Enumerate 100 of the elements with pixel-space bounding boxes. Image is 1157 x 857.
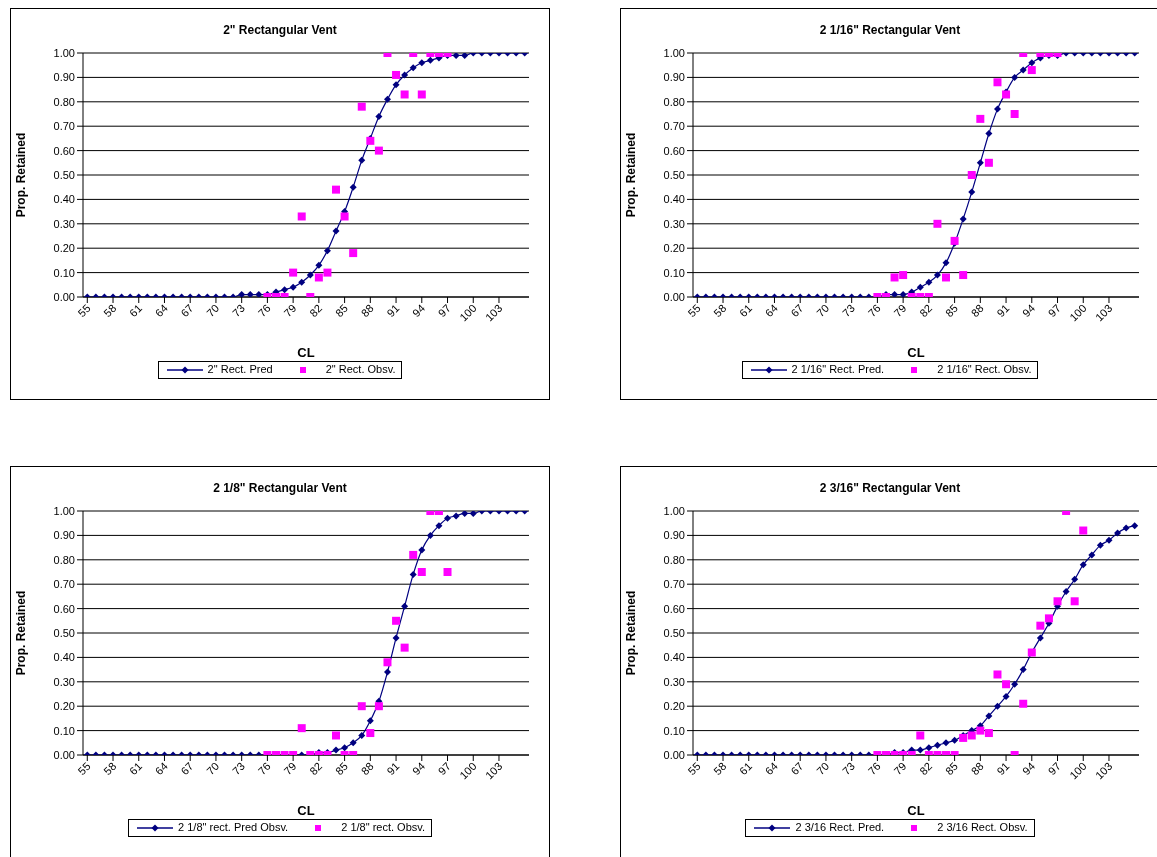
y-tick-label: 1.00 <box>53 46 75 59</box>
y-tick-label: 0.30 <box>663 217 685 230</box>
x-tick-label: 76 <box>865 759 883 778</box>
y-tick-label: 0.20 <box>663 700 685 713</box>
point <box>1010 110 1019 118</box>
x-tick-label: 67 <box>178 301 196 320</box>
x-tick-label: 55 <box>75 759 93 778</box>
point <box>959 215 967 223</box>
point <box>281 286 289 294</box>
point <box>297 724 306 733</box>
point <box>366 729 375 738</box>
x-tick-label: 97 <box>1045 301 1063 320</box>
legend-label: 2 3/16 Rect. Obsv. <box>936 821 1028 835</box>
chart-title: 2 1/8" Rectangular Vent <box>212 481 348 495</box>
point <box>976 114 985 123</box>
x-tick-label: 91 <box>994 301 1012 320</box>
point <box>332 746 340 754</box>
point <box>401 71 409 79</box>
point <box>314 273 323 282</box>
point <box>461 53 469 59</box>
x-tick-label: 73 <box>839 301 858 320</box>
point <box>358 731 366 739</box>
point <box>993 702 1001 710</box>
point <box>933 219 942 228</box>
x-tick-label: 97 <box>1045 759 1063 778</box>
chart-title: 2" Rectangular Vent <box>222 23 338 37</box>
point <box>933 741 941 749</box>
y-tick-label: 0.00 <box>663 290 685 303</box>
y-tick-label: 1.00 <box>663 46 685 59</box>
point <box>409 570 417 578</box>
x-tick-label: 76 <box>865 301 883 320</box>
y-tick-label: 0.80 <box>53 95 75 108</box>
x-axis-title: CL <box>907 803 925 818</box>
point <box>383 658 392 667</box>
point <box>297 212 306 221</box>
x-tick-label: 88 <box>358 301 376 320</box>
point <box>1019 699 1028 708</box>
y-axis-title: Prop. Retained <box>14 132 29 218</box>
point <box>993 670 1002 679</box>
point <box>366 717 374 725</box>
point <box>289 268 298 277</box>
y-tick-label: 0.80 <box>53 553 75 566</box>
legend-label: 2 3/16 Rect. Pred. <box>794 821 885 835</box>
y-tick-label: 0.80 <box>663 95 685 108</box>
point <box>452 53 460 59</box>
point <box>357 702 366 711</box>
y-tick-label: 0.40 <box>663 193 685 206</box>
chart-title: 2 3/16" Rectangular Vent <box>818 481 962 495</box>
x-axis-title: CL <box>907 345 925 360</box>
point <box>246 291 254 297</box>
chart-title: 2 1/16" Rectangular Vent <box>818 23 962 37</box>
point <box>1105 536 1113 544</box>
point <box>392 70 401 79</box>
point <box>323 268 332 277</box>
point <box>461 511 469 517</box>
point <box>959 271 968 280</box>
x-tick-label: 79 <box>891 301 909 320</box>
x-tick-label: 82 <box>307 759 325 778</box>
x-tick-label: 55 <box>685 759 703 778</box>
point <box>357 102 366 111</box>
y-tick-label: 0.70 <box>53 578 75 591</box>
x-tick-label: 58 <box>711 301 729 320</box>
y-tick-label: 1.00 <box>53 504 75 517</box>
point <box>469 511 477 517</box>
legend-label: 2 1/16" Rect. Pred. <box>790 363 885 377</box>
point <box>409 64 417 72</box>
y-tick-label: 0.50 <box>663 626 685 639</box>
x-tick-label: 55 <box>685 301 703 320</box>
point <box>349 249 358 258</box>
point <box>985 712 993 720</box>
point <box>306 271 314 279</box>
y-tick-label: 0.90 <box>53 529 75 542</box>
x-tick-label: 70 <box>204 301 222 320</box>
x-tick-label: 88 <box>358 759 376 778</box>
y-tick-label: 0.20 <box>53 242 75 255</box>
y-tick-label: 0.50 <box>53 168 75 181</box>
y-tick-label: 0.60 <box>53 602 75 615</box>
y-tick-label: 0.30 <box>53 217 75 230</box>
point <box>418 546 426 554</box>
y-tick-label: 0.20 <box>663 242 685 255</box>
point <box>392 81 400 89</box>
legend-label: 2" Rect. Pred <box>206 363 273 377</box>
x-tick-label: 61 <box>127 759 145 778</box>
x-tick-label: 70 <box>204 759 222 778</box>
x-tick-label: 100 <box>457 759 479 782</box>
x-tick-label: 85 <box>942 759 961 778</box>
point <box>444 514 452 522</box>
point <box>332 227 340 235</box>
point <box>383 95 391 103</box>
point <box>976 159 984 167</box>
x-tick-label: 64 <box>762 759 780 778</box>
y-tick-label: 0.40 <box>53 193 75 206</box>
x-tick-label: 76 <box>255 759 273 778</box>
point <box>984 158 993 167</box>
point <box>340 212 349 221</box>
point <box>383 668 391 676</box>
legend-label: 2 1/8" rect. Obsv. <box>340 821 425 835</box>
y-tick-label: 0.60 <box>663 144 685 157</box>
x-tick-label: 70 <box>814 759 832 778</box>
x-tick-label: 64 <box>152 759 170 778</box>
